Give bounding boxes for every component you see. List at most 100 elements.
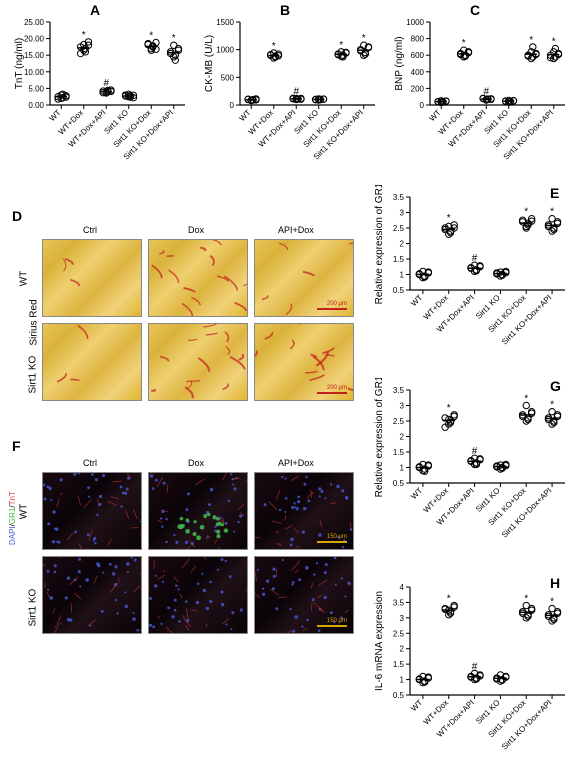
svg-text:0.5: 0.5 [393, 286, 405, 295]
hist-tile [42, 556, 142, 634]
svg-text:*: * [524, 207, 528, 218]
svg-text:10.00: 10.00 [24, 68, 45, 77]
svg-text:3: 3 [400, 209, 405, 218]
svg-text:#: # [472, 661, 478, 672]
hist-tile [42, 472, 142, 550]
svg-text:15.00: 15.00 [24, 51, 45, 60]
svg-text:25.00: 25.00 [24, 18, 45, 27]
svg-text:Relative expression of GR1: Relative expression of GR1 [374, 185, 385, 304]
svg-text:0.5: 0.5 [393, 691, 405, 700]
svg-text:1000: 1000 [406, 18, 424, 27]
svg-text:4: 4 [400, 583, 405, 592]
row-label-wt-f: WT [18, 504, 29, 520]
row-label-ko-d: Sirt1 KO [28, 344, 39, 394]
svg-text:*: * [552, 37, 556, 48]
hist-tile: 150 μm [254, 472, 354, 550]
svg-text:Sirt1 KO+Dox+API: Sirt1 KO+Dox+API [500, 486, 554, 540]
row-label-ko-f: Sirt1 KO [28, 577, 39, 627]
svg-text:#: # [103, 78, 109, 89]
svg-text:3.5: 3.5 [393, 193, 405, 202]
svg-text:0.5: 0.5 [393, 479, 405, 488]
svg-text:#: # [293, 86, 299, 97]
svg-text:*: * [529, 35, 533, 46]
svg-text:400: 400 [411, 68, 425, 77]
svg-text:TnT (ng/ml): TnT (ng/ml) [14, 38, 25, 90]
svg-text:0.00: 0.00 [28, 101, 44, 110]
chart-ckmb: 050010001500CK-MB (U/L)WTWT+DoxWT+Dox+AP… [200, 10, 380, 175]
hist-tile: 200 μm [254, 239, 354, 317]
col-ctrl-f: Ctrl [83, 458, 97, 468]
sirius-red-label: Sirius Red [29, 286, 40, 346]
svg-text:WT: WT [409, 698, 424, 713]
chart-bnp: 02004006008001000BNP (ng/ml)WTWT+DoxWT+D… [390, 10, 570, 175]
col-dox-d: Dox [188, 225, 204, 235]
col-ctrl-d: Ctrl [83, 225, 97, 235]
svg-text:WT: WT [238, 108, 253, 123]
chart-il6: 0.511.522.533.54IL-6 mRNA expressionWTWT… [370, 575, 570, 765]
svg-text:1.5: 1.5 [393, 255, 405, 264]
panel-label-d: D [12, 208, 22, 224]
svg-text:3: 3 [400, 402, 405, 411]
svg-text:2.5: 2.5 [393, 224, 405, 233]
svg-text:*: * [272, 41, 276, 52]
chart-gr1-e: 0.511.522.533.5Relative expression of GR… [370, 185, 570, 360]
svg-text:Sirt1 KO+Dox+API: Sirt1 KO+Dox+API [500, 698, 554, 752]
svg-text:#: # [472, 446, 478, 457]
svg-text:800: 800 [411, 35, 425, 44]
hist-tile: 200 μm [254, 323, 354, 401]
svg-text:*: * [550, 207, 554, 218]
sirius-red-panel: WT Sirt1 KO Ctrl Dox API+Dox 200 μm200 μ… [28, 225, 358, 410]
svg-text:Relative expression of GR1: Relative expression of GR1 [374, 378, 385, 497]
col-apidox-d: API+Dox [278, 225, 314, 235]
svg-text:0: 0 [420, 101, 425, 110]
svg-text:WT: WT [428, 108, 443, 123]
svg-text:1000: 1000 [216, 46, 234, 55]
hist-tile: 150 μm [254, 556, 354, 634]
svg-text:*: * [362, 33, 366, 44]
svg-text:IL-6 mRNA expression: IL-6 mRNA expression [374, 591, 385, 691]
panel-label-f: F [12, 438, 21, 454]
svg-text:*: * [550, 400, 554, 411]
hist-tile [148, 239, 248, 317]
col-apidox-f: API+Dox [278, 458, 314, 468]
svg-text:3.5: 3.5 [393, 598, 405, 607]
svg-text:1500: 1500 [216, 18, 234, 27]
svg-text:2: 2 [400, 433, 405, 442]
svg-text:600: 600 [411, 51, 425, 60]
svg-text:*: * [172, 33, 176, 44]
svg-text:*: * [447, 213, 451, 224]
chart-tnt: 0.00 5.00 10.00 15.00 20.00 25.00 TnT (ng/ml) W… [10, 10, 190, 175]
hist-tile [42, 239, 142, 317]
svg-text:2: 2 [400, 645, 405, 654]
svg-text:#: # [483, 86, 489, 97]
svg-text:1.5: 1.5 [393, 448, 405, 457]
svg-text:WT: WT [48, 108, 63, 123]
svg-text:1: 1 [400, 271, 405, 280]
svg-text:2.5: 2.5 [393, 417, 405, 426]
svg-text:3: 3 [400, 614, 405, 623]
svg-text:#: # [472, 253, 478, 264]
svg-text:*: * [524, 594, 528, 605]
svg-text:0: 0 [230, 101, 235, 110]
row-label-wt-d: WT [18, 271, 29, 287]
svg-text:*: * [462, 38, 466, 49]
svg-text:20.00: 20.00 [24, 35, 45, 44]
svg-text:*: * [339, 40, 343, 51]
col-dox-f: Dox [188, 458, 204, 468]
svg-text:WT: WT [409, 486, 424, 501]
svg-text:*: * [447, 594, 451, 605]
svg-text:3.5: 3.5 [393, 386, 405, 395]
svg-text:WT: WT [409, 293, 424, 308]
chart-gr1-g: 0.5 1 1.5 2 2.5 3 3.5 Relative expression of GR… [370, 378, 570, 553]
svg-text:*: * [149, 31, 153, 42]
svg-text:*: * [447, 403, 451, 414]
hist-tile [148, 556, 248, 634]
svg-text:1: 1 [400, 464, 405, 473]
svg-text:2.5: 2.5 [393, 629, 405, 638]
svg-text:Sirt1 KO+Dox+API: Sirt1 KO+Dox+API [500, 293, 554, 347]
hist-tile [148, 323, 248, 401]
svg-text:5.00: 5.00 [28, 84, 44, 93]
svg-text:200: 200 [411, 84, 425, 93]
svg-text:*: * [524, 394, 528, 405]
fl-channel-legend: DAPI/GR1/TnT [8, 491, 17, 545]
